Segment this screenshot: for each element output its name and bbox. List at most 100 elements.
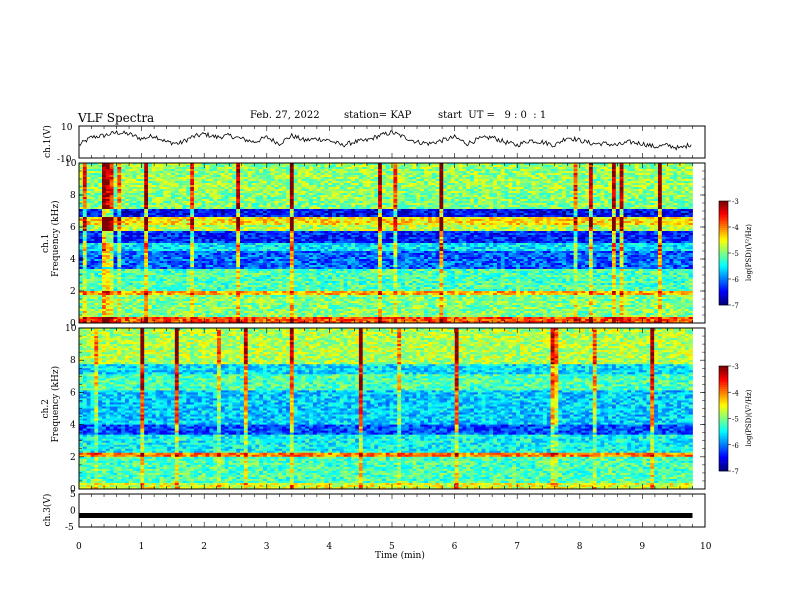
spectrogram-cell (496, 171, 502, 174)
spectrogram-cell (378, 183, 383, 186)
spectrogram-cell (213, 173, 218, 176)
spectrogram-cell (473, 173, 479, 176)
spectrogram-cell (194, 171, 199, 174)
spectrogram-cell (366, 167, 371, 170)
spectrogram-cell (125, 185, 130, 188)
spectrogram-cell (454, 187, 459, 190)
spectrogram-cell (508, 181, 513, 184)
spectrogram-cell (316, 187, 321, 190)
spectrogram-cell (305, 185, 310, 188)
spectrogram-cell (669, 173, 674, 176)
spectrogram-cell (247, 165, 252, 168)
spectrogram-cell (458, 183, 463, 186)
spectrogram-cell (82, 173, 88, 176)
spectrogram-cell (427, 167, 433, 170)
spectrogram-cell (362, 165, 367, 168)
spectrogram-cell (642, 183, 647, 186)
spectrogram-cell (174, 181, 180, 184)
spectrogram-cell (657, 177, 663, 180)
spectrogram-cell (224, 163, 229, 166)
spectrogram-cell (186, 177, 191, 180)
spectrogram-cell (412, 169, 417, 172)
spectrogram-cell (128, 167, 134, 170)
spectrogram-cell (588, 175, 594, 178)
spectrogram-cell (554, 173, 559, 176)
spectrogram-cell (516, 183, 521, 186)
spectrogram-cell (178, 165, 183, 168)
spectrogram-cell (562, 169, 567, 172)
spectrogram-cell (481, 173, 486, 176)
spectrogram-cell (128, 185, 134, 188)
spectrogram-cell (171, 183, 176, 186)
spectrogram-cell (424, 167, 429, 170)
spectrogram-cell (378, 177, 383, 180)
spectrogram-cell (519, 181, 525, 184)
spectrogram-cell (650, 173, 655, 176)
spectrogram-cell (412, 165, 417, 168)
spectrogram-cell (569, 169, 575, 172)
spectrogram-cell (677, 175, 682, 178)
spectrogram-cell (140, 191, 145, 194)
spectrogram-cell (79, 163, 84, 166)
spectrogram-cell (581, 173, 586, 176)
spectrogram-cell (466, 171, 471, 174)
spectrogram-cell (86, 175, 91, 178)
spectrogram-cell (362, 169, 367, 172)
spectrogram-cell (427, 187, 433, 190)
spectrogram-cell (611, 183, 617, 186)
spectrogram-cell (577, 167, 582, 170)
spectrogram-cell (332, 175, 337, 178)
spectrogram-cell (496, 187, 502, 190)
spectrogram-cell (293, 169, 298, 172)
spectrogram-cell (424, 187, 429, 190)
spectrogram-cell (259, 171, 264, 174)
spectrogram-cell (148, 173, 153, 176)
spectrogram-cell (416, 171, 421, 174)
spectrogram-cell (427, 183, 433, 186)
spectrogram-cell (274, 185, 279, 188)
spectrogram-cell (646, 181, 651, 184)
spectrogram-cell (427, 179, 433, 182)
spectrogram-cell (565, 171, 571, 174)
spectrogram-cell (312, 187, 318, 190)
spectrogram-cell (485, 173, 490, 176)
spectrogram-cell (669, 185, 674, 188)
spectrogram-cell (565, 167, 571, 170)
spectrogram-cell (431, 171, 436, 174)
spectrogram-cell (232, 181, 237, 184)
spectrogram-cell (90, 181, 95, 184)
spectrogram-cell (634, 167, 640, 170)
spectrogram-cell (393, 183, 398, 186)
spectrogram-cell (140, 167, 145, 170)
spectrogram-cell (113, 179, 118, 182)
spectrogram-cell (573, 173, 578, 176)
spectrogram-cell (473, 175, 479, 178)
spectrogram-cell (389, 183, 394, 186)
spectrogram-cell (90, 179, 95, 182)
spectrogram-cell (117, 165, 122, 168)
spectrogram-cell (194, 185, 199, 188)
spectrogram-cell (412, 167, 417, 170)
spectrogram-cell (397, 171, 402, 174)
spectrogram-cell (113, 163, 118, 166)
spectrogram-cell (631, 175, 636, 178)
spectrogram-cell (274, 167, 279, 170)
spectrogram-cell (573, 185, 578, 188)
spectrogram-cell (217, 163, 222, 166)
spectrogram-cell (159, 179, 164, 182)
spectrogram-cell (128, 181, 134, 184)
spectrogram-cell (351, 175, 356, 178)
spectrogram-cell (102, 171, 107, 174)
spectrogram-cell (159, 169, 164, 172)
spectrogram-cell (596, 177, 601, 180)
spectrogram-cell (132, 187, 137, 190)
spectrogram-cell (370, 183, 375, 186)
spectrogram-cell (385, 175, 390, 178)
spectrogram-cell (282, 171, 287, 174)
spectrogram-cell (362, 187, 367, 190)
spectrogram-cell (309, 165, 314, 168)
spectrogram-cell (105, 165, 111, 168)
spectrogram-cell (148, 181, 153, 184)
spectrogram-cell (596, 175, 601, 178)
